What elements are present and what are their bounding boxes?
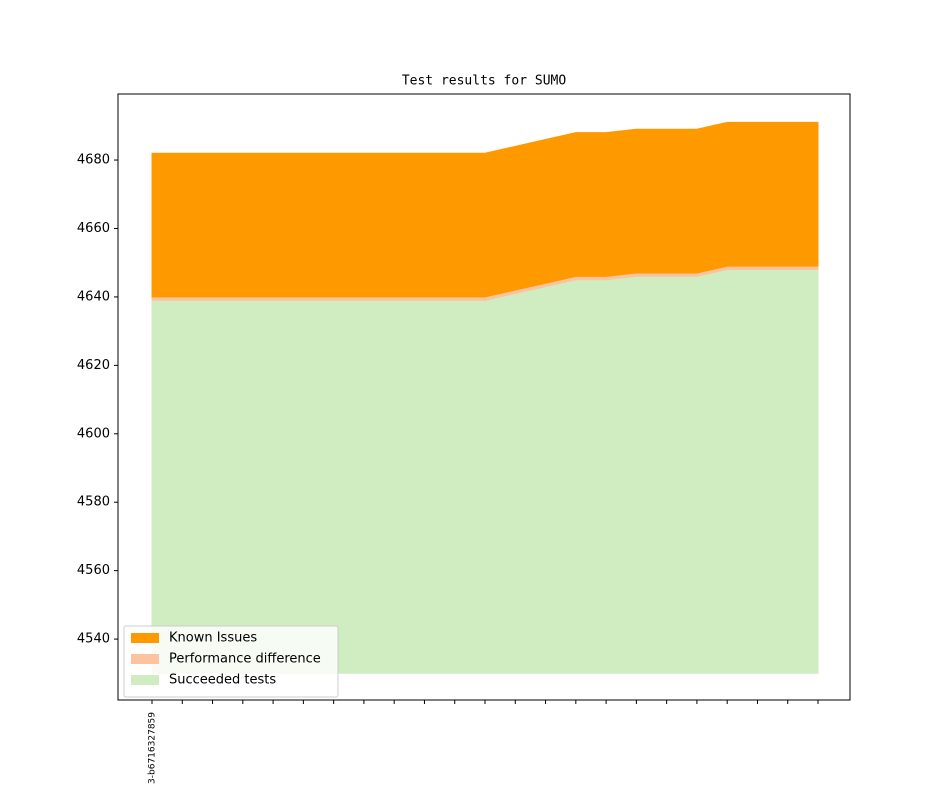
legend: Known Issues Performance difference Succee… (123, 625, 339, 698)
y-tick-label: 4640 (77, 289, 110, 304)
legend-swatch (131, 633, 159, 643)
y-tick-label: 4560 (77, 563, 110, 578)
legend-label: Performance difference (169, 652, 321, 667)
y-tick-label: 4680 (77, 153, 110, 168)
legend-swatch (131, 654, 159, 664)
area (151, 269, 819, 674)
plot-frame (117, 93, 851, 701)
y-tick-label: 4600 (77, 426, 110, 441)
area (151, 121, 819, 298)
legend-label: Succeeded tests (169, 673, 276, 688)
y-tick-label: 4660 (77, 221, 110, 236)
legend-frame (123, 625, 339, 698)
y-tick-label: 4620 (77, 358, 110, 373)
legend-swatch (131, 675, 159, 685)
x-tick-label: 3-b6716327859 (148, 712, 158, 784)
y-tick-label: 4580 (77, 495, 110, 510)
legend-label: Known Issues (169, 631, 257, 646)
y-tick-label: 4540 (77, 632, 110, 647)
chart-title: Test results for SUMO (402, 74, 567, 89)
